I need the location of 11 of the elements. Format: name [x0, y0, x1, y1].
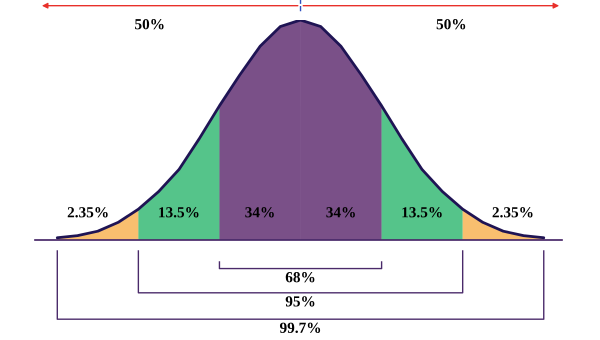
annotation: 50%	[436, 19, 466, 30]
annotation: 13.5%	[402, 207, 442, 218]
annotation: 2.35%	[492, 207, 533, 218]
annotation: 34%	[326, 207, 355, 218]
annotation: 2.35%	[68, 207, 108, 218]
annotation: 34%	[245, 207, 274, 218]
text: 68%	[286, 272, 314, 282]
annotation: 13.5%	[159, 207, 198, 218]
text: 95%	[286, 296, 314, 307]
text: 99.7%	[280, 322, 320, 333]
annotation: 50%	[135, 19, 164, 30]
